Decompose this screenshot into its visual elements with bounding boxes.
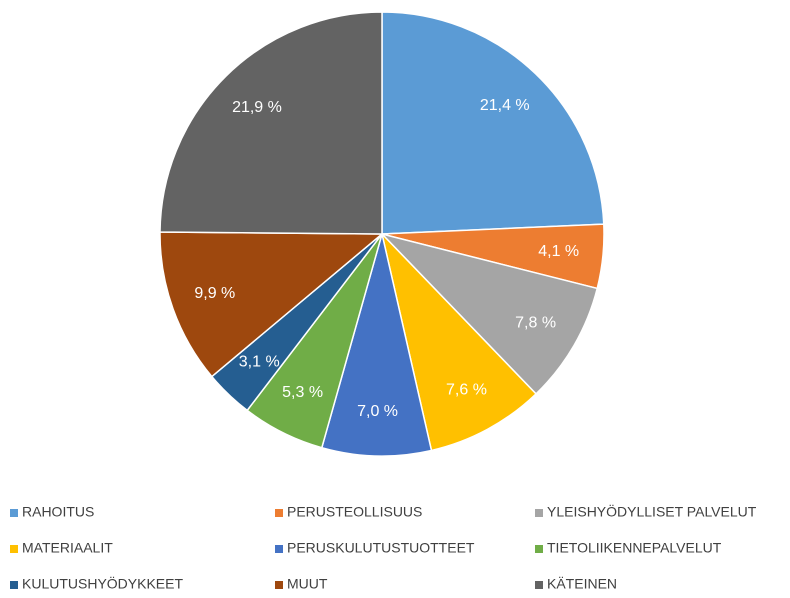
legend-label: KULUTUSHYÖDYKKEET — [22, 575, 183, 592]
data-label: 7,0 % — [357, 403, 398, 420]
legend-label: TIETOLIIKENNEPALVELUT — [547, 540, 722, 556]
data-label: 3,1 % — [239, 354, 280, 371]
data-label: 7,6 % — [446, 381, 487, 398]
legend-label: RAHOITUS — [22, 504, 94, 520]
pie-slice — [159, 11, 383, 235]
legend-swatch — [10, 581, 18, 589]
legend-label: PERUSTEOLLISUUS — [287, 504, 422, 520]
pie-slice — [159, 231, 385, 378]
legend-label: YLEISHYÖDYLLISET PALVELUT — [547, 503, 757, 520]
legend-label: PERUSKULUTUSTUOTTEET — [287, 540, 475, 556]
data-label: 9,9 % — [194, 285, 235, 302]
data-label: 4,1 % — [538, 243, 579, 260]
legend-swatch — [275, 509, 283, 517]
pie-slice — [320, 233, 433, 457]
legend-label: MUUT — [287, 576, 328, 592]
legend-swatch — [535, 581, 543, 589]
pie-slice — [379, 232, 599, 395]
data-label: 21,9 % — [232, 99, 282, 116]
legend-swatch — [10, 545, 18, 553]
legend-swatch — [275, 545, 283, 553]
pie-slice — [380, 231, 538, 452]
data-label: 21,4 % — [480, 97, 530, 114]
legend-swatch — [10, 509, 18, 517]
legend-swatch — [275, 581, 283, 589]
legend-label: KÄTEINEN — [547, 576, 617, 592]
data-label: 5,3 % — [282, 384, 323, 401]
legend-swatch — [535, 545, 543, 553]
legend-label: MATERIAALIT — [22, 540, 113, 556]
legend-swatch — [535, 509, 543, 517]
pie-slice — [381, 11, 605, 235]
data-label: 7,8 % — [515, 314, 556, 331]
